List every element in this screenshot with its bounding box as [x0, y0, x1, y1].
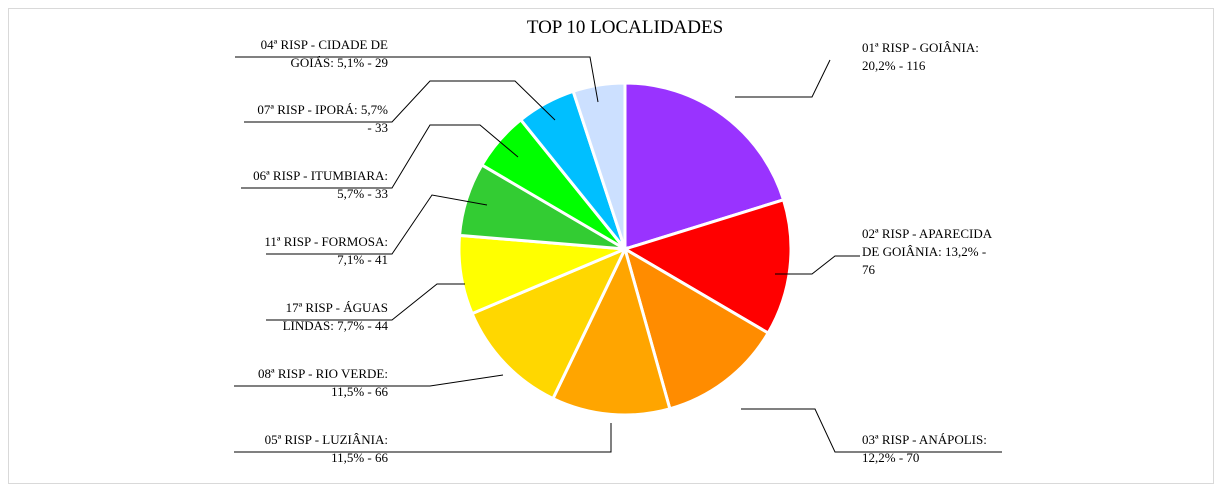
leader-line: [234, 423, 612, 453]
slice-label-line: 06ª RISP - ITUMBIARA:: [253, 168, 388, 183]
slice-label-line: 7,1% - 41: [337, 252, 388, 267]
slice-labels: 01ª RISP - GOIÂNIA: 20,2% - 116 02ª RISP -…: [253, 37, 993, 465]
slice-label-line: 11,5% - 66: [331, 450, 388, 465]
leader-line: [775, 255, 860, 275]
slice-label-line: 05ª RISP - LUZIÂNIA:: [265, 432, 388, 447]
slice-label-line: 02ª RISP - APARECIDA: [862, 226, 993, 241]
slice-label-line: 07ª RISP - IPORÁ: 5,7%: [257, 102, 388, 117]
slice-label: 17ª RISP - ÁGUAS LINDAS: 7,7% - 44: [283, 300, 389, 333]
slice-label-line: 03ª RISP - ANÁPOLIS:: [862, 432, 987, 447]
slice-label: 06ª RISP - ITUMBIARA: 5,7% - 33: [253, 168, 388, 201]
slice-label: 02ª RISP - APARECIDA DE GOIÂNIA: 13,2% - 7…: [862, 226, 993, 277]
slice-label: 07ª RISP - IPORÁ: 5,7% - 33: [257, 102, 388, 135]
pie-slice: [571, 81, 627, 250]
pie-slice: [622, 245, 771, 411]
slice-label: 05ª RISP - LUZIÂNIA: 11,5% - 66: [265, 432, 389, 465]
slice-label-line: 11,5% - 66: [331, 384, 388, 399]
slice-label: 08ª RISP - RIO VERDE: 11,5% - 66: [258, 366, 388, 399]
slice-label: 04ª RISP - CIDADE DE GOIÁS: 5,1% - 29: [261, 37, 388, 70]
pie-slice: [550, 244, 672, 417]
leader-line: [266, 194, 488, 255]
leader-line: [244, 80, 556, 123]
leader-line: [735, 59, 831, 98]
leader-line: [741, 408, 1002, 453]
slice-label-line: DE GOIÂNIA: 13,2% -: [862, 244, 986, 259]
slice-label-line: 01ª RISP - GOIÂNIA:: [862, 40, 979, 55]
slice-label-line: LINDAS: 7,7% - 44: [283, 318, 389, 333]
slice-label-line: 17ª RISP - ÁGUAS: [286, 300, 388, 315]
slice-label: 03ª RISP - ANÁPOLIS: 12,2% - 70: [862, 432, 987, 465]
slice-label-line: 20,2% - 116: [862, 58, 926, 73]
pie-slice: [470, 246, 629, 401]
pie-slice: [623, 81, 786, 252]
leader-line: [234, 374, 504, 387]
slice-label-line: 08ª RISP - RIO VERDE:: [258, 366, 388, 381]
leader-line: [235, 56, 599, 103]
slice-label-line: 5,7% - 33: [337, 186, 388, 201]
slice-label-line: 04ª RISP - CIDADE DE: [261, 37, 388, 52]
slice-label-line: GOIÁS: 5,1% - 29: [291, 55, 389, 70]
pie-slices: [457, 81, 793, 417]
leader-line: [241, 124, 519, 189]
chart-title: TOP 10 LOCALIDADES: [527, 17, 723, 38]
slice-label-line: 12,2% - 70: [862, 450, 919, 465]
slice-label-line: - 33: [367, 120, 388, 135]
leader-lines: [234, 56, 1002, 453]
leader-line: [266, 283, 465, 321]
slice-label-line: 11ª RISP - FORMOSA:: [264, 234, 388, 249]
slice-label-line: 76: [862, 262, 876, 277]
pie-slice: [621, 197, 793, 336]
slice-label: 01ª RISP - GOIÂNIA: 20,2% - 116: [862, 40, 979, 73]
slice-label: 11ª RISP - FORMOSA: 7,1% - 41: [264, 234, 388, 267]
